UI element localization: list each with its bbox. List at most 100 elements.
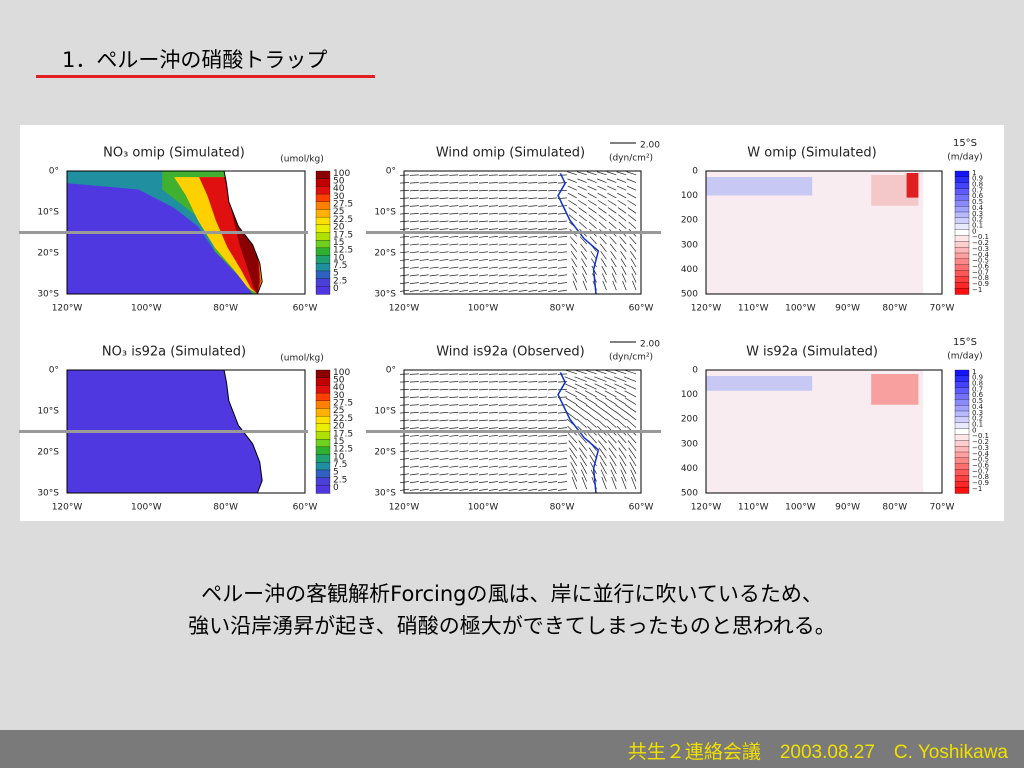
x-tick-label: 80°W	[213, 503, 238, 513]
colorbar-cell	[954, 457, 970, 465]
wind-arrow	[518, 282, 528, 285]
wind-arrow	[548, 434, 558, 437]
wind-arrow	[409, 189, 419, 192]
wind-arrow	[488, 427, 498, 429]
y-tick-label: 20°S	[37, 249, 59, 259]
wind-arrow	[607, 192, 617, 199]
wind-arrow	[439, 220, 449, 223]
wind-arrow	[578, 214, 587, 222]
wind-arrow	[597, 433, 607, 444]
wind-arrow	[627, 214, 637, 222]
wind-arrow	[429, 266, 439, 269]
y-tick-label: 0°	[386, 167, 396, 177]
colorbar-label: −0.4	[972, 251, 990, 259]
wind-arrow	[488, 251, 498, 254]
caption-line: 強い沿岸湧昇が起き、硝酸の極大ができてしまったものと思われる。	[188, 614, 836, 638]
colorbar-label: 22.5	[333, 215, 353, 225]
wind-arrow	[566, 411, 578, 421]
wind-arrow	[557, 228, 567, 230]
colorbar-label: −0.5	[972, 257, 989, 265]
wind-arrow	[528, 289, 538, 292]
wind-arrow	[548, 488, 558, 491]
wind-arrow	[548, 205, 558, 207]
colorbar-label: 2.5	[333, 475, 347, 485]
wind-arrow	[538, 282, 548, 285]
wind-arrow	[498, 458, 508, 460]
wind-arrow	[528, 381, 538, 383]
wind-arrow	[439, 197, 449, 199]
wind-arrow	[614, 390, 627, 398]
footer: 共生２連絡会議 2003.08.27 C. Yoshikawa	[0, 730, 1024, 768]
wind-arrow	[409, 282, 419, 285]
y-tick-label: 20°S	[374, 249, 396, 259]
wind-arrow	[419, 404, 429, 406]
wind-arrow	[528, 481, 538, 484]
wind-arrow	[617, 200, 627, 206]
panel-title: Wind is92a (Observed)	[436, 345, 585, 360]
wind-arrow	[508, 373, 518, 375]
wind-arrow	[557, 488, 567, 491]
wind-arrow	[488, 228, 498, 230]
wind-arrow	[429, 458, 439, 460]
wind-arrow	[565, 404, 578, 413]
wind-arrow	[478, 411, 488, 414]
colorbar-cell	[954, 182, 970, 190]
wind-arrow	[409, 442, 419, 445]
colorbar-cell	[315, 377, 331, 387]
wind-arrow	[459, 189, 469, 192]
wind-arrow	[439, 228, 449, 230]
wind-arrow	[419, 396, 429, 398]
wind-arrow	[409, 212, 419, 215]
wind-arrow	[557, 473, 567, 476]
wind-arrow	[619, 454, 627, 467]
wind-arrow	[528, 228, 538, 230]
wind-arrow	[488, 404, 498, 406]
wind-arrow	[409, 404, 419, 406]
wind-arrow	[568, 440, 578, 451]
wind-arrow	[557, 266, 567, 269]
colorbar-cell	[315, 170, 331, 180]
wind-arrow	[571, 469, 578, 482]
wind-arrow	[409, 228, 419, 230]
wind-arrow	[488, 197, 498, 199]
wind-arrow	[557, 411, 567, 414]
colorbar-cell	[954, 287, 970, 295]
wind-arrow	[538, 442, 548, 445]
colorbar-cell	[315, 485, 331, 494]
wind-arrow	[617, 192, 627, 199]
wind-arrow	[611, 273, 617, 283]
wind-arrow	[580, 251, 587, 260]
colorbar-label: −0.3	[972, 245, 989, 253]
wind-arrow	[618, 447, 627, 459]
wind-arrow	[478, 212, 488, 215]
wind-arrow	[572, 273, 578, 283]
wind-arrow	[469, 465, 479, 468]
wind-arrow	[620, 251, 627, 260]
wind-arrow	[409, 243, 419, 246]
wind-arrow	[548, 220, 558, 223]
wind-arrow	[439, 373, 449, 375]
wind-arrow	[469, 488, 479, 491]
wind-arrow	[449, 212, 459, 215]
wind-arrow	[498, 419, 508, 422]
wind-arrow	[528, 282, 538, 285]
colorbar-cell	[315, 408, 331, 417]
wind-arrow	[459, 404, 469, 406]
wind-arrow	[629, 462, 637, 474]
wind-arrow	[627, 440, 637, 451]
wind-arrow	[409, 174, 419, 176]
wind-arrow	[518, 434, 528, 437]
colorbar-cell	[954, 258, 970, 266]
wind-arrow	[518, 419, 528, 422]
wind-arrow	[508, 442, 518, 445]
wind-arrow	[627, 207, 637, 214]
wind-arrow	[488, 419, 498, 422]
wind-arrow	[538, 189, 548, 192]
wind-arrow	[601, 476, 607, 490]
wind-arrow	[579, 236, 587, 245]
wind-arrow	[419, 388, 429, 391]
wind-arrow	[625, 404, 637, 413]
wind-arrow	[459, 205, 469, 207]
wind-arrow	[429, 205, 439, 207]
wind-arrow	[409, 373, 419, 375]
